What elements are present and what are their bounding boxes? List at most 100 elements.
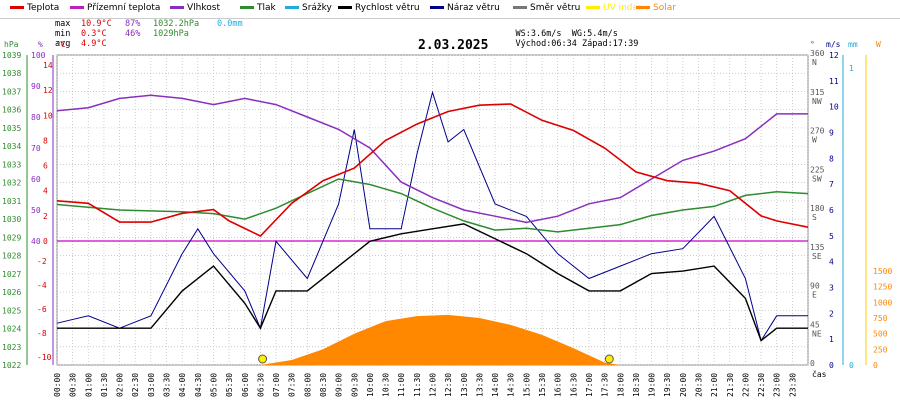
celsius-tick: -8 — [37, 329, 47, 338]
legend-swatch — [338, 6, 352, 9]
legend-item: Směr větru — [513, 3, 580, 13]
wg-value: WG:5.4m/s — [571, 29, 618, 39]
dir-tick: NE — [812, 329, 822, 338]
legend-swatch — [430, 6, 444, 9]
x-tick: 11:30 — [413, 373, 422, 397]
wind-summary: WS:3.6m/s WG:5.4m/s — [495, 19, 618, 49]
celsius-tick: 2 — [43, 212, 48, 221]
x-tick: 10:00 — [366, 373, 375, 397]
legend-item: UV index — [586, 3, 643, 13]
celsius-tick: 12 — [43, 86, 53, 95]
x-tick: 03:00 — [147, 373, 156, 397]
stats-row: min 0.3°C 46% 1029hPa — [55, 29, 267, 39]
x-tick: 23:30 — [788, 373, 797, 397]
x-unit: čas — [812, 369, 827, 379]
celsius-tick: 8 — [43, 136, 48, 145]
ms-tick: 11 — [829, 77, 839, 86]
legend-swatch — [285, 6, 299, 9]
hpa-tick: 1029 — [2, 233, 21, 242]
unit-c: °C — [56, 40, 66, 49]
hpa-tick: 1027 — [2, 270, 21, 279]
stats-cell: 0.3°C — [81, 29, 107, 39]
dir-tick: S — [812, 213, 817, 222]
x-tick: 16:00 — [554, 373, 563, 397]
deg-tick: 225 — [810, 165, 825, 174]
x-tick: 01:30 — [100, 373, 109, 397]
x-tick: 09:30 — [350, 373, 359, 397]
w-tick: 1250 — [873, 283, 892, 292]
deg-tick: 45 — [810, 320, 820, 329]
legend-swatch — [70, 6, 84, 9]
sun-times: Východ:06:34 Západ:17:39 — [495, 29, 638, 59]
hpa-tick: 1024 — [2, 325, 21, 334]
stats-cell: min — [55, 29, 71, 39]
sunrise-value: Východ:06:34 — [515, 39, 577, 49]
legend-label: Vlhkost — [187, 3, 220, 13]
legend-label: Přízemní teplota — [87, 3, 161, 13]
deg-tick: 270 — [810, 127, 825, 136]
x-tick: 20:30 — [694, 373, 703, 397]
pct-tick: 80 — [31, 113, 41, 122]
x-tick: 19:00 — [648, 373, 657, 397]
stats-cell: 0.0mm — [217, 19, 243, 29]
stats-cell: 4.9°C — [81, 39, 107, 49]
ms-tick: 10 — [829, 103, 839, 112]
celsius-tick: 14 — [43, 61, 53, 70]
legend-swatch — [240, 6, 254, 9]
ms-tick: 6 — [829, 206, 834, 215]
unit-ms: m/s — [826, 40, 841, 49]
unit-deg: ° — [810, 40, 815, 49]
x-tick: 11:00 — [397, 373, 406, 397]
celsius-tick: 4 — [43, 187, 48, 196]
legend-label: Náraz větru — [447, 3, 500, 13]
x-tick: 01:00 — [84, 373, 93, 397]
legend-item: Tlak — [240, 3, 276, 13]
x-tick: 00:30 — [69, 373, 78, 397]
hpa-tick: 1023 — [2, 343, 21, 352]
hpa-tick: 1035 — [2, 124, 21, 133]
legend-label: Srážky — [302, 3, 332, 13]
hpa-tick: 1032 — [2, 179, 21, 188]
dir-tick: E — [812, 291, 817, 300]
stats-cell: max — [55, 19, 71, 29]
ms-tick: 0 — [829, 361, 834, 370]
x-tick: 19:30 — [663, 373, 672, 397]
hpa-tick: 1028 — [2, 252, 21, 261]
legend-item: Přízemní teplota — [70, 3, 160, 13]
x-tick: 13:00 — [460, 373, 469, 397]
unit-w: W — [876, 40, 881, 49]
hpa-tick: 1038 — [2, 69, 21, 78]
pct-tick: 60 — [31, 175, 41, 184]
pct-tick: 50 — [31, 206, 41, 215]
gust-line — [56, 90, 808, 342]
ms-tick: 1 — [829, 335, 834, 344]
pct-tick: 70 — [31, 144, 41, 153]
pct-tick: 100 — [31, 51, 46, 60]
x-tick: 16:30 — [569, 373, 578, 397]
mm-tick: 1 — [849, 64, 854, 73]
x-tick: 21:30 — [726, 373, 735, 397]
x-tick: 05:00 — [209, 373, 218, 397]
dir-tick: SW — [812, 174, 822, 183]
solar-area — [260, 314, 621, 365]
stats-cell: avg — [55, 39, 71, 49]
x-tick: 06:00 — [241, 373, 250, 397]
sunrise-marker — [258, 354, 268, 364]
legend-label: UV index — [603, 3, 644, 13]
x-tick: 22:00 — [741, 373, 750, 397]
legend: Teplota Přízemní teplota Vlhkost Tlak Srážky… — [0, 0, 900, 19]
deg-tick: 180 — [810, 204, 825, 213]
x-tick: 17:00 — [585, 373, 594, 397]
celsius-tick: -4 — [37, 281, 47, 290]
x-tick: 14:00 — [491, 373, 500, 397]
unit-pct: % — [38, 40, 43, 49]
x-tick: 23:00 — [773, 373, 782, 397]
x-tick: 12:00 — [429, 373, 438, 397]
hpa-tick: 1033 — [2, 160, 21, 169]
celsius-tick: -2 — [37, 257, 47, 266]
ms-tick: 9 — [829, 129, 834, 138]
deg-tick: 360 — [810, 49, 825, 58]
hpa-tick: 1034 — [2, 142, 21, 151]
